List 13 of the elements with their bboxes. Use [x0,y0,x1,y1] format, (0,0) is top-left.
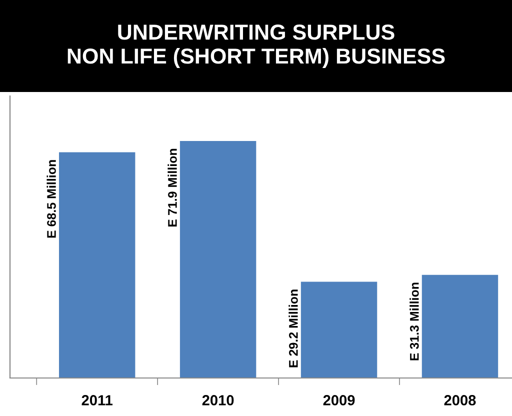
data-label: E 29.2 Million [288,290,298,368]
bar [422,274,498,378]
data-label: E 71.9 Million [168,148,177,226]
data-label: E 31.3 Million [410,282,419,360]
bar [58,152,136,378]
chart-title: UNDERWRITING SURPLUS NON LIFE (SHORT TERM) BUSINESS [68,24,445,68]
bar [180,141,256,378]
data-label: E 68.5 Million [46,160,56,238]
x-tick-label: 2011 [82,395,113,406]
bar [300,282,378,378]
x-tick-label: 2009 [323,395,355,406]
x-tick-label: 2008 [444,395,476,406]
x-tick-label: 2010 [202,395,234,406]
